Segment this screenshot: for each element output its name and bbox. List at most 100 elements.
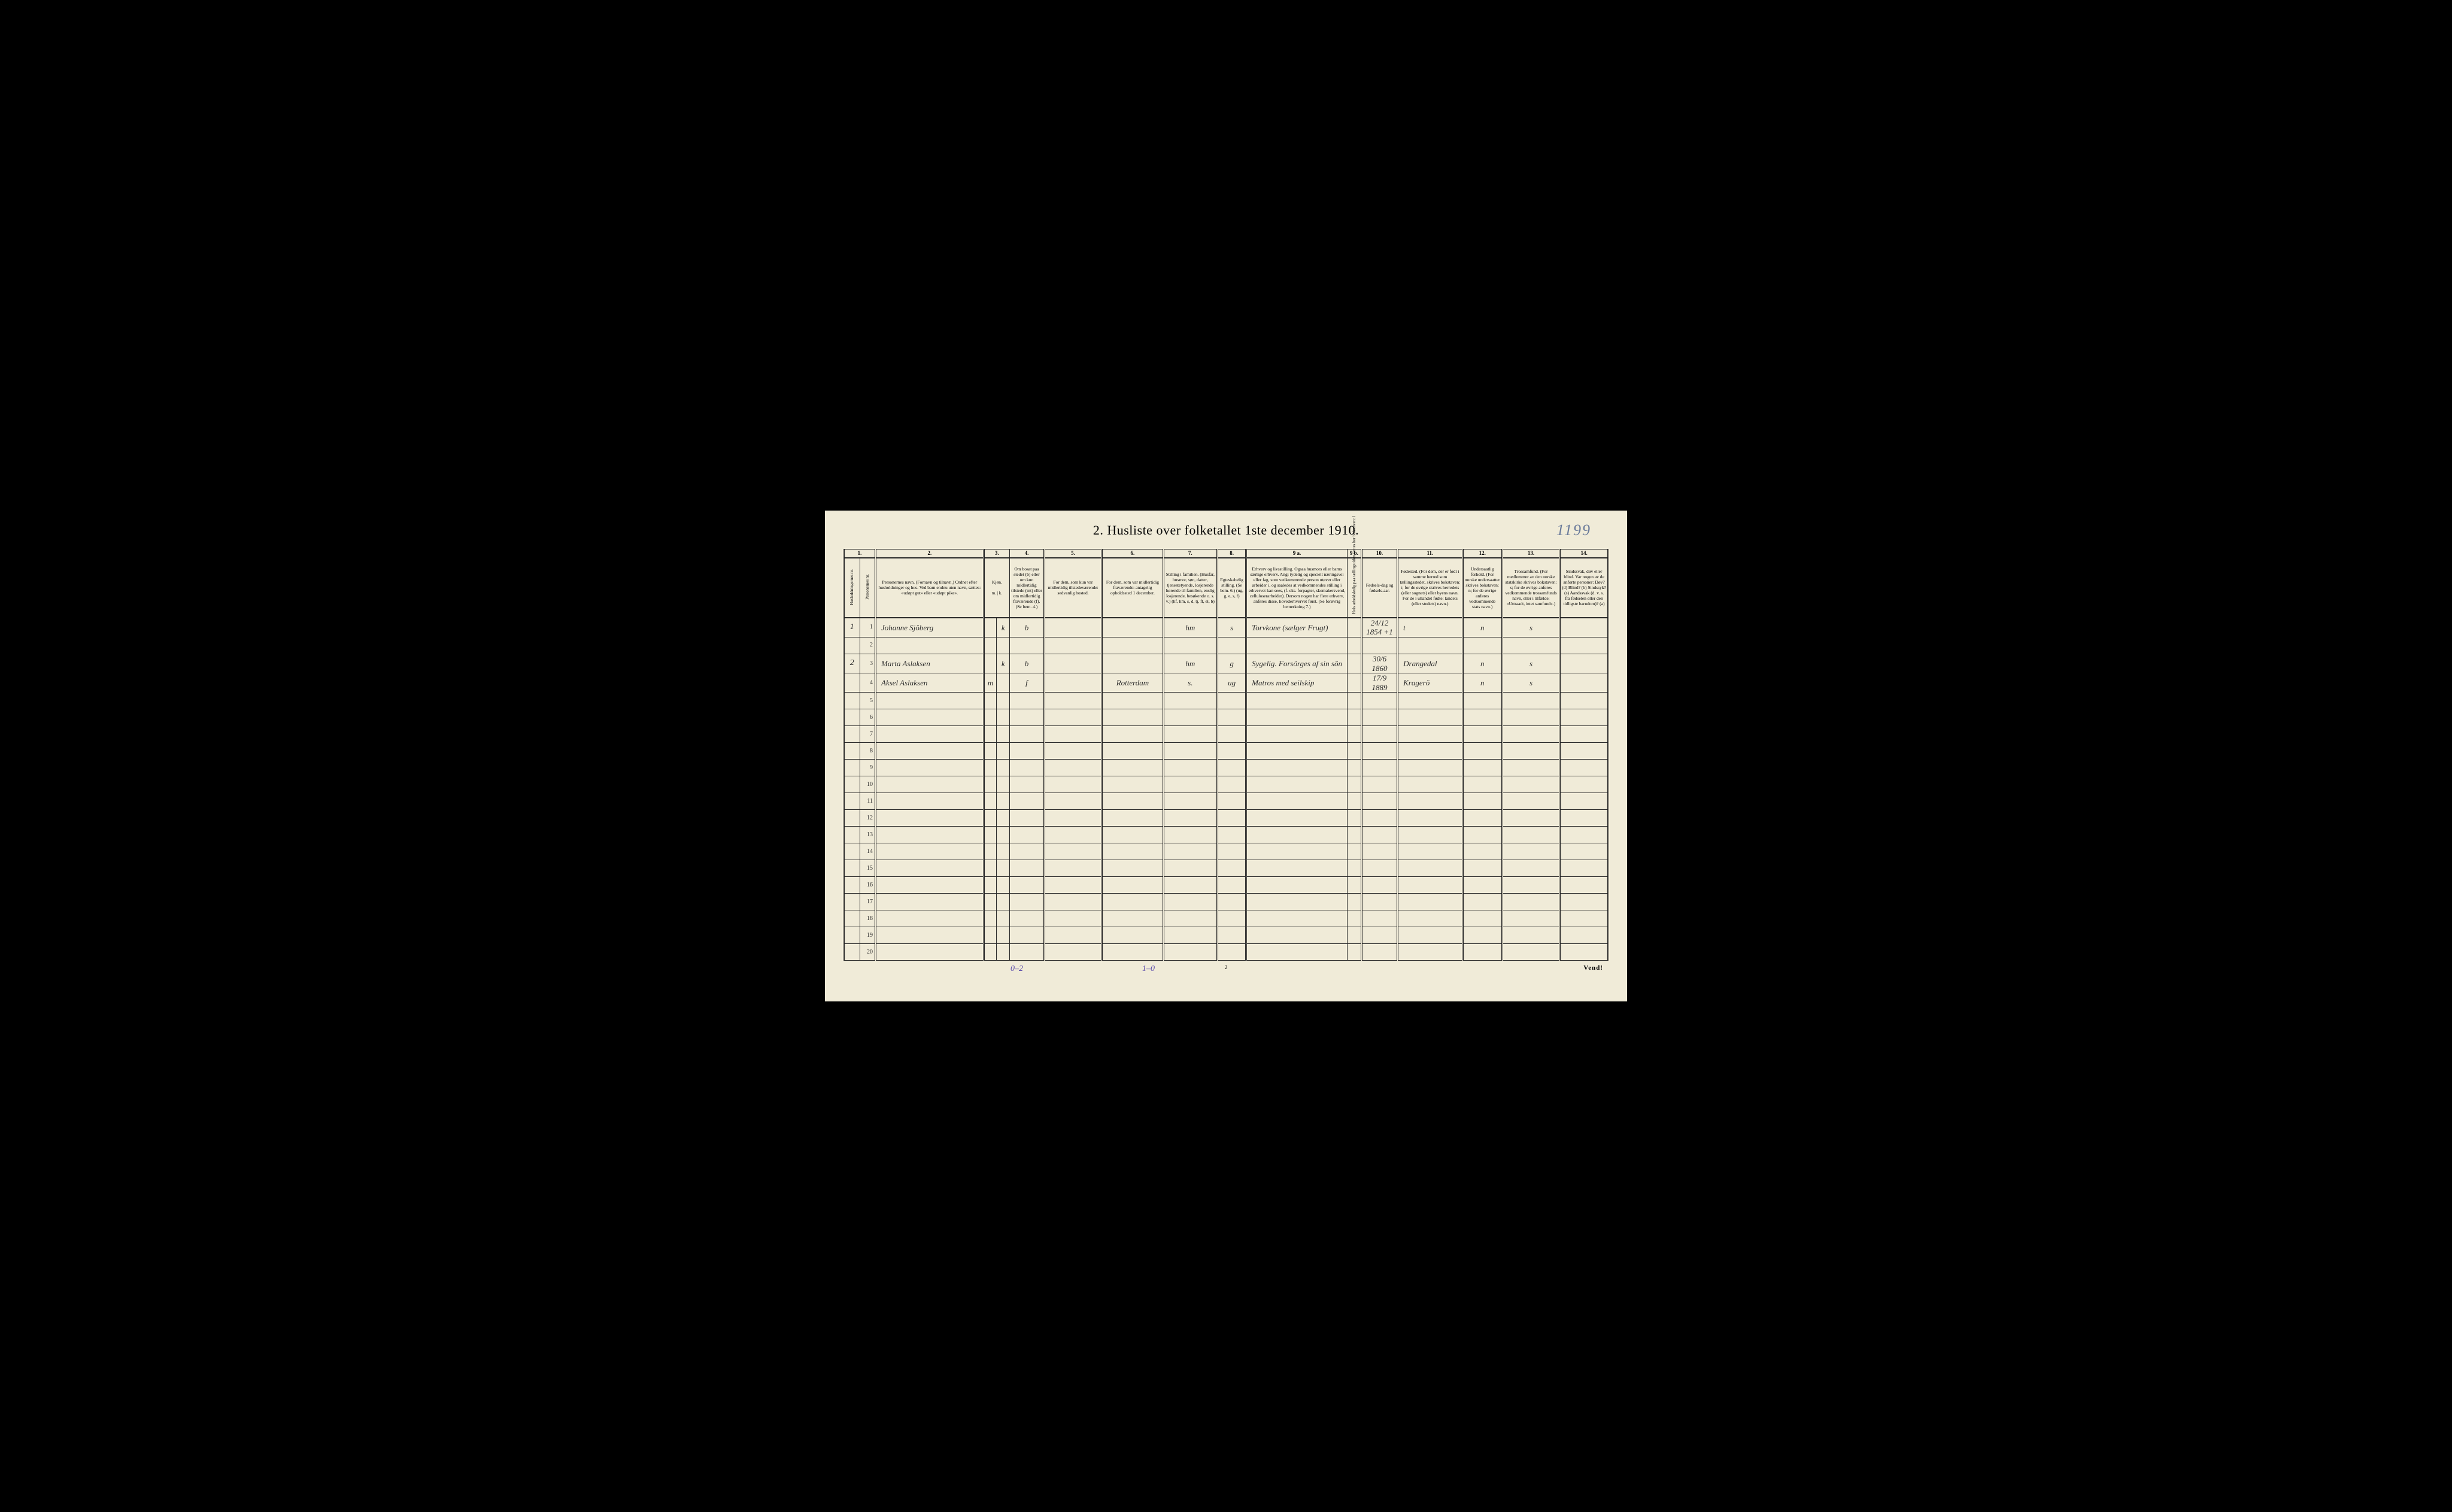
cell (1102, 894, 1163, 910)
handwritten-page-number: 1199 (1556, 521, 1591, 539)
cell (1217, 693, 1246, 709)
cell (997, 843, 1010, 860)
colnum-9a: 9 a. (1246, 549, 1348, 558)
cell (1010, 860, 1045, 877)
cell: g (1217, 654, 1246, 673)
cell: s (1502, 654, 1559, 673)
colnum-8: 8. (1217, 549, 1246, 558)
cell (1163, 726, 1217, 743)
cell (1398, 637, 1462, 654)
cell (1462, 709, 1502, 726)
cell (844, 693, 860, 709)
cell (1246, 743, 1348, 760)
cell: t (1398, 618, 1462, 637)
cell (997, 743, 1010, 760)
cell (1398, 927, 1462, 944)
table-row: 7 (844, 726, 1609, 743)
cell (1217, 860, 1246, 877)
cell (844, 810, 860, 827)
cell (1398, 843, 1462, 860)
cell: k (997, 618, 1010, 637)
footer-turn-over: Vend! (1583, 964, 1609, 974)
cell (1560, 709, 1609, 726)
cell (1102, 709, 1163, 726)
cell: 18 (860, 910, 876, 927)
cell (1246, 776, 1348, 793)
colnum-7: 7. (1163, 549, 1217, 558)
table-row: 11Johanne SjöbergkbhmsTorvkone (sælger F… (844, 618, 1609, 637)
cell (1246, 894, 1348, 910)
cell (844, 843, 860, 860)
cell (1398, 860, 1462, 877)
cell (1560, 726, 1609, 743)
cell (984, 944, 997, 961)
cell (1163, 860, 1217, 877)
cell (1217, 810, 1246, 827)
cell (1560, 673, 1609, 693)
cell (997, 726, 1010, 743)
cell (1560, 618, 1609, 637)
cell (997, 810, 1010, 827)
header-religion: Trossamfund. (For medlemmer av den norsk… (1502, 558, 1559, 618)
cell: 20 (860, 944, 876, 961)
cell (844, 910, 860, 927)
cell (1217, 637, 1246, 654)
cell (1163, 776, 1217, 793)
cell (1462, 927, 1502, 944)
cell: f (1010, 673, 1045, 693)
cell (1044, 693, 1101, 709)
cell (1361, 843, 1397, 860)
cell (1163, 693, 1217, 709)
cell (1502, 910, 1559, 927)
cell (1398, 709, 1462, 726)
cell (984, 637, 997, 654)
cell (997, 776, 1010, 793)
cell (984, 743, 997, 760)
cell (1217, 944, 1246, 961)
cell (984, 927, 997, 944)
cell (1462, 944, 1502, 961)
cell: 15 (860, 860, 876, 877)
cell (1044, 860, 1101, 877)
cell (1462, 743, 1502, 760)
cell: 14 (860, 843, 876, 860)
cell (1502, 843, 1559, 860)
cell (1502, 927, 1559, 944)
cell (1246, 726, 1348, 743)
table-row: 2 (844, 637, 1609, 654)
cell (1347, 877, 1361, 894)
cell (1102, 743, 1163, 760)
cell (1398, 726, 1462, 743)
cell (1462, 827, 1502, 843)
cell (876, 743, 984, 760)
cell (1560, 810, 1609, 827)
cell: Rotterdam (1102, 673, 1163, 693)
header-row: Husholdningernes nr. Personernes nr. Per… (844, 558, 1609, 618)
cell (984, 843, 997, 860)
cell (1102, 654, 1163, 673)
cell (1361, 793, 1397, 810)
cell (997, 709, 1010, 726)
cell (1560, 637, 1609, 654)
cell (1102, 637, 1163, 654)
cell: 17 (860, 894, 876, 910)
header-birthplace: Fødested. (For dem, der er født i samme … (1398, 558, 1462, 618)
cell: s (1502, 673, 1559, 693)
cell (1502, 793, 1559, 810)
cell (984, 776, 997, 793)
cell (1246, 843, 1348, 860)
cell (1347, 654, 1361, 673)
header-birthdate: Fødsels-dag og fødsels-aar. (1361, 558, 1397, 618)
cell (844, 743, 860, 760)
cell (1347, 693, 1361, 709)
cell (1347, 894, 1361, 910)
cell (1347, 860, 1361, 877)
cell: m (984, 673, 997, 693)
cell (1361, 877, 1397, 894)
cell (876, 910, 984, 927)
cell (844, 726, 860, 743)
cell (876, 927, 984, 944)
cell (984, 793, 997, 810)
cell (876, 637, 984, 654)
colnum-5: 5. (1044, 549, 1101, 558)
